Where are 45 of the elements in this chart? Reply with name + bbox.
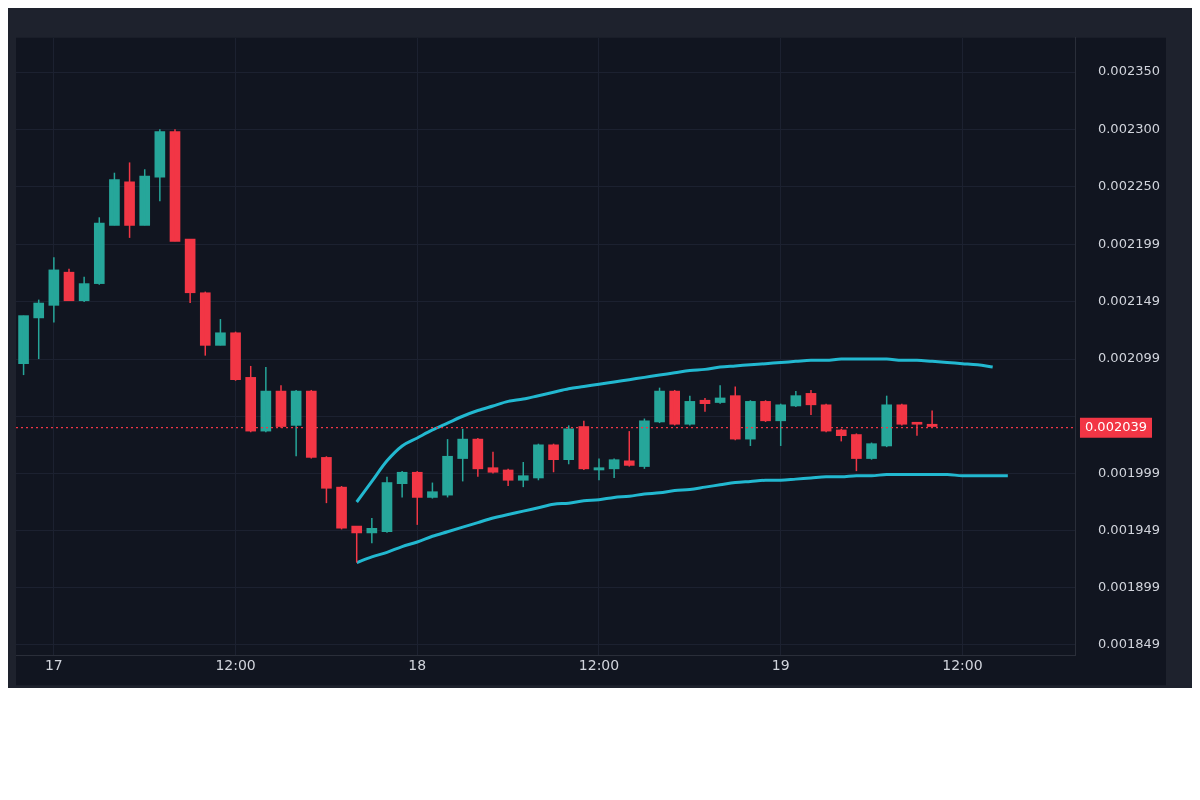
candlestick (33, 298, 45, 360)
candlestick (654, 386, 665, 424)
ref-line-label: 0.002039 (1084, 419, 1147, 435)
y-tick-label: 0.002250 (1097, 177, 1160, 193)
x-tick-label: 18 (408, 657, 427, 674)
candlestick (109, 171, 120, 227)
x-tick-label: 12:00 (215, 657, 256, 674)
candlestick (199, 290, 211, 357)
candlestick (548, 442, 559, 474)
candlestick (215, 318, 226, 347)
y-tick-label: 0.001949 (1097, 521, 1160, 537)
y-tick-label: 0.001849 (1097, 636, 1160, 652)
x-tick-label: 12:00 (578, 657, 620, 674)
y-tick-label: 0.001899 (1097, 579, 1160, 595)
candlestick (881, 394, 893, 448)
y-tick-label: 0.002199 (1097, 236, 1160, 252)
candlestick (442, 438, 453, 499)
candlestick (639, 417, 650, 470)
y-tick-label: 0.002149 (1097, 293, 1160, 309)
x-tick-label: 19 (771, 657, 790, 674)
candlestick (230, 330, 241, 382)
candlestick (563, 424, 575, 466)
candlestick (321, 455, 332, 504)
y-tick-label: 0.001999 (1097, 464, 1160, 480)
candlestick (457, 428, 469, 483)
candlestick (517, 461, 529, 488)
candlestick (760, 399, 771, 423)
candlestick (18, 314, 29, 376)
line-series (355, 357, 995, 504)
y-tick-label: 0.002350 (1097, 63, 1160, 79)
candlestick (93, 216, 105, 286)
y-tick-label: 0.002099 (1097, 350, 1160, 366)
candlestick (775, 402, 787, 447)
y-tick-label: 0.002300 (1097, 120, 1160, 136)
line-series (355, 473, 1010, 565)
candlestick (124, 161, 135, 239)
candlestick (139, 168, 151, 227)
candlestick (669, 389, 681, 427)
x-tick-label: 12:00 (942, 657, 983, 674)
candlestick (533, 442, 544, 482)
candlestick (336, 485, 347, 531)
candlestick (745, 399, 756, 447)
candlestick (851, 432, 862, 472)
candlestick (411, 470, 423, 526)
x-tick-label: 17 (44, 657, 63, 674)
